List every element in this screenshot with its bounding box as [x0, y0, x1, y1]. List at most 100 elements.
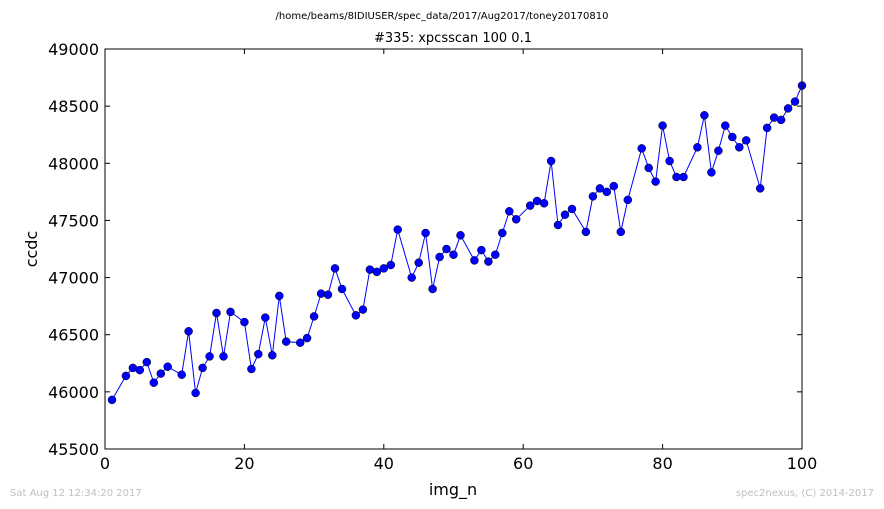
data-point — [407, 273, 416, 282]
y-tick-label: 48500 — [48, 97, 99, 116]
data-point — [762, 123, 772, 133]
data-point — [658, 121, 667, 130]
data-point — [330, 264, 340, 273]
data-point — [205, 352, 214, 361]
data-point — [700, 111, 709, 120]
data-point — [107, 395, 117, 405]
y-axis-label: ccdc — [22, 231, 41, 268]
data-point — [372, 267, 382, 277]
data-point — [358, 305, 368, 314]
data-point — [254, 349, 263, 359]
data-point — [198, 363, 207, 373]
data-point — [484, 257, 493, 266]
data-point — [581, 227, 591, 237]
data-point — [637, 144, 646, 153]
data-point — [525, 201, 535, 210]
data-point — [351, 311, 361, 320]
x-tick-label: 40 — [374, 454, 394, 473]
x-tick-label: 0 — [100, 454, 110, 473]
data-point — [247, 364, 256, 374]
data-point — [498, 228, 507, 238]
chart-suptitle: /home/beams/8IDIUSER/spec_data/2017/Aug2… — [276, 11, 609, 22]
x-tick-label: 60 — [513, 454, 533, 473]
data-point — [665, 156, 674, 166]
data-point — [428, 284, 437, 294]
data-point — [491, 250, 500, 259]
data-point — [302, 333, 312, 343]
data-point — [261, 313, 270, 322]
data-point — [511, 215, 521, 224]
data-point — [184, 327, 193, 336]
series-line — [111, 85, 803, 401]
data-point — [623, 195, 633, 205]
data-point — [212, 308, 221, 318]
data-point — [714, 146, 723, 155]
data-point — [135, 365, 145, 375]
data-point — [790, 97, 800, 106]
data-point — [776, 115, 786, 125]
y-tick-label: 46000 — [48, 383, 99, 402]
data-point — [414, 258, 423, 267]
data-point — [379, 264, 389, 273]
data-point — [295, 338, 305, 347]
data-point — [435, 252, 444, 262]
plot-frame — [104, 48, 803, 450]
x-tick-label: 100 — [787, 454, 818, 473]
data-point — [226, 307, 235, 317]
data-point — [337, 284, 347, 294]
data-point — [609, 181, 619, 191]
data-point — [477, 245, 486, 255]
x-axis-label: img_n — [429, 480, 477, 500]
data-point — [546, 156, 556, 166]
data-point — [679, 172, 688, 182]
data-point — [644, 163, 653, 173]
data-point — [602, 187, 612, 197]
data-point — [393, 225, 402, 234]
data-point — [783, 104, 793, 113]
data-point — [735, 143, 744, 152]
data-point — [595, 184, 605, 193]
y-tick-label: 47500 — [48, 211, 99, 230]
data-point — [191, 388, 200, 398]
data-point — [560, 210, 570, 219]
data-point — [156, 369, 166, 378]
data-point — [421, 228, 430, 238]
footer-timestamp: Sat Aug 12 12:34:20 2017 — [10, 488, 142, 499]
chart-title: #335: xpcsscan 100 0.1 — [374, 31, 532, 46]
data-point — [386, 260, 396, 270]
data-point — [142, 357, 152, 367]
data-point — [177, 370, 186, 379]
data-point — [651, 177, 660, 186]
data-point — [281, 337, 291, 346]
data-point — [707, 168, 716, 177]
axes: 0 20 40 60 80 100 45500 46000 46500 47000 47500 480… — [48, 40, 817, 473]
data-point — [588, 192, 598, 201]
data-point — [275, 291, 284, 301]
data-point — [149, 378, 159, 387]
x-tick-label: 80 — [652, 454, 672, 473]
data-point — [728, 132, 737, 142]
data-point — [505, 207, 514, 216]
data-point — [163, 362, 172, 371]
x-tick-label: 20 — [234, 454, 254, 473]
footer-credit: spec2nexus, (C) 2014-2017 — [735, 488, 874, 499]
data-point — [268, 351, 277, 360]
plot-area — [107, 81, 807, 405]
data-point — [755, 184, 765, 193]
y-tick-label: 47000 — [48, 269, 99, 288]
y-tick-label: 46500 — [48, 326, 99, 345]
data-point — [309, 312, 319, 321]
data-point — [470, 256, 479, 265]
data-point — [741, 136, 751, 145]
y-tick-label: 45500 — [48, 440, 99, 459]
data-point — [539, 199, 549, 208]
y-tick-label: 49000 — [48, 40, 99, 59]
data-point — [449, 250, 458, 259]
data-point — [442, 244, 451, 254]
data-point — [567, 204, 577, 214]
data-point — [240, 317, 249, 327]
data-point — [721, 121, 730, 130]
y-tick-label: 48000 — [48, 154, 99, 173]
data-point — [323, 290, 333, 299]
